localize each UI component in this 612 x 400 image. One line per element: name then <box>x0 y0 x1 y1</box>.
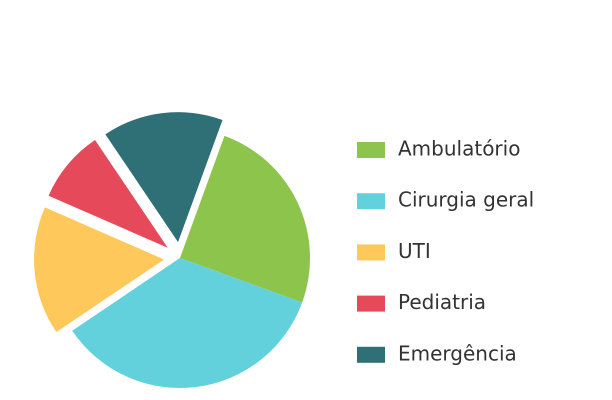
pie-slice <box>72 258 303 388</box>
legend-label: Ambulatório <box>398 137 520 161</box>
legend-swatch <box>357 346 385 363</box>
pie-slice <box>105 112 223 243</box>
legend-label: Pediatria <box>398 290 486 314</box>
legend-label: Emergência <box>398 341 517 365</box>
legend-label: UTI <box>398 239 431 263</box>
legend-swatch <box>357 142 385 158</box>
legend-swatch <box>357 193 385 210</box>
legend-label: Cirurgia geral <box>398 188 534 212</box>
pie-slice <box>180 135 310 303</box>
legend-swatch <box>357 295 385 312</box>
pie-slice <box>34 207 165 333</box>
legend-swatch <box>357 244 385 261</box>
pie-slice <box>48 139 168 248</box>
